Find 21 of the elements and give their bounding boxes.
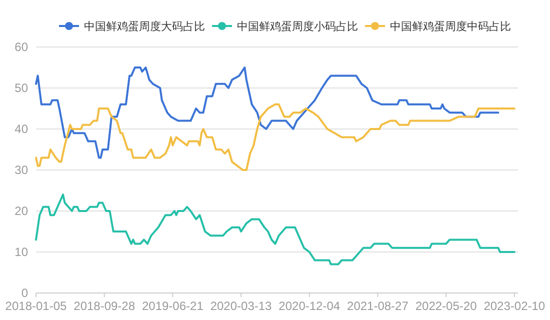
y-tick-label: 10 <box>14 245 28 260</box>
legend-label: 中国鲜鸡蛋周度中码占比 <box>390 20 511 33</box>
line-series <box>35 194 516 266</box>
x-tick-label: 2019-06-21 <box>142 299 204 313</box>
y-tick-label: 60 <box>14 40 28 54</box>
legend-label: 中国鲜鸡蛋周度大码占比 <box>84 20 205 33</box>
x-tick-label: 2023-02-10 <box>484 299 546 313</box>
y-tick-label: 30 <box>14 163 28 178</box>
x-tick-label: 2020-03-13 <box>210 299 272 313</box>
line-series <box>35 66 500 159</box>
x-tick-label: 2022-05-20 <box>415 299 478 313</box>
legend-label: 中国鲜鸡蛋周度小码占比 <box>237 20 358 33</box>
y-tick-label: 20 <box>14 204 28 218</box>
x-tick-label: 2018-01-05 <box>5 299 68 313</box>
x-tick-label: 2021-08-27 <box>347 299 409 313</box>
y-tick-label: 0 <box>21 286 28 300</box>
x-tick-label: 2018-09-28 <box>74 299 136 313</box>
line-series <box>35 103 516 171</box>
x-tick-label: 2020-12-04 <box>278 299 340 313</box>
y-tick-label: 50 <box>14 81 28 96</box>
y-tick-label: 40 <box>14 122 28 136</box>
